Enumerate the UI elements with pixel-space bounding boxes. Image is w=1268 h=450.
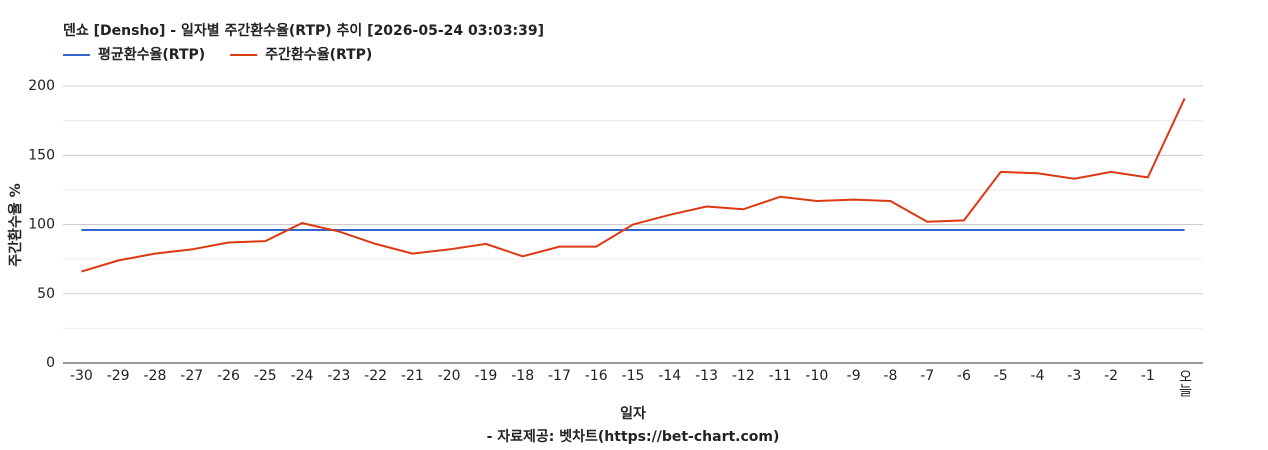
x-tick-label: -22 [364,368,387,384]
legend: 평균환수율(RTP) 주간환수율(RTP) [63,46,372,63]
x-tick-label: -4 [1031,368,1045,384]
legend-label: 평균환수율(RTP) [98,46,205,63]
x-tick-label: -27 [180,368,203,384]
x-tick-label: -9 [847,368,861,384]
y-tick-label: 100 [28,217,55,233]
x-tick-label: -8 [883,368,897,384]
x-tick-label: -7 [920,368,934,384]
y-tick-label: 50 [37,286,55,302]
x-tick-label: -26 [217,368,240,384]
x-tick-label: -12 [732,368,755,384]
x-tick-label: -2 [1104,368,1118,384]
x-tick-label: -28 [143,368,166,384]
x-tick-label: -20 [438,368,461,384]
x-tick-label: -14 [658,368,681,384]
x-tick-label: -29 [107,368,130,384]
x-tick-label: -24 [291,368,314,384]
x-tick-label: 오늘 [1177,369,1193,397]
x-tick-label: -23 [327,368,350,384]
x-tick-label: -16 [585,368,608,384]
legend-label: 주간환수율(RTP) [265,46,372,63]
x-tick-label: -25 [254,368,277,384]
x-tick-label: -30 [70,368,93,384]
x-tick-label: -11 [769,368,792,384]
x-tick-label: -5 [994,368,1008,384]
x-axis-title: 일자 [620,406,646,422]
y-tick-label: 150 [28,147,55,163]
x-tick-label: -10 [805,368,828,384]
x-tick-label: -21 [401,368,424,384]
x-tick-label: -17 [548,368,571,384]
y-tick-label: 0 [46,355,55,371]
chart-title: 덴쇼 [Densho] - 일자별 주간환수율(RTP) 추이 [2026-05… [63,22,544,39]
source-note: - 자료제공: 벳차트(https://bet-chart.com) [487,428,780,445]
series-line [81,98,1186,273]
x-tick-label: -19 [474,368,497,384]
x-tick-label: -18 [511,368,534,384]
x-tick-label: -13 [695,368,718,384]
x-tick-label: -6 [957,368,971,384]
y-axis-title: 주간환수율 % [7,183,24,266]
x-tick-label: -15 [622,368,645,384]
x-tick-label: -1 [1141,368,1155,384]
x-tick-label: -3 [1067,368,1081,384]
y-tick-label: 200 [28,78,55,94]
